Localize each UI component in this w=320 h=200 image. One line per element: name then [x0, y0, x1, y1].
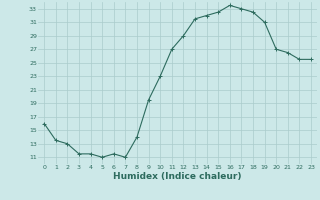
X-axis label: Humidex (Indice chaleur): Humidex (Indice chaleur) [113, 172, 242, 181]
